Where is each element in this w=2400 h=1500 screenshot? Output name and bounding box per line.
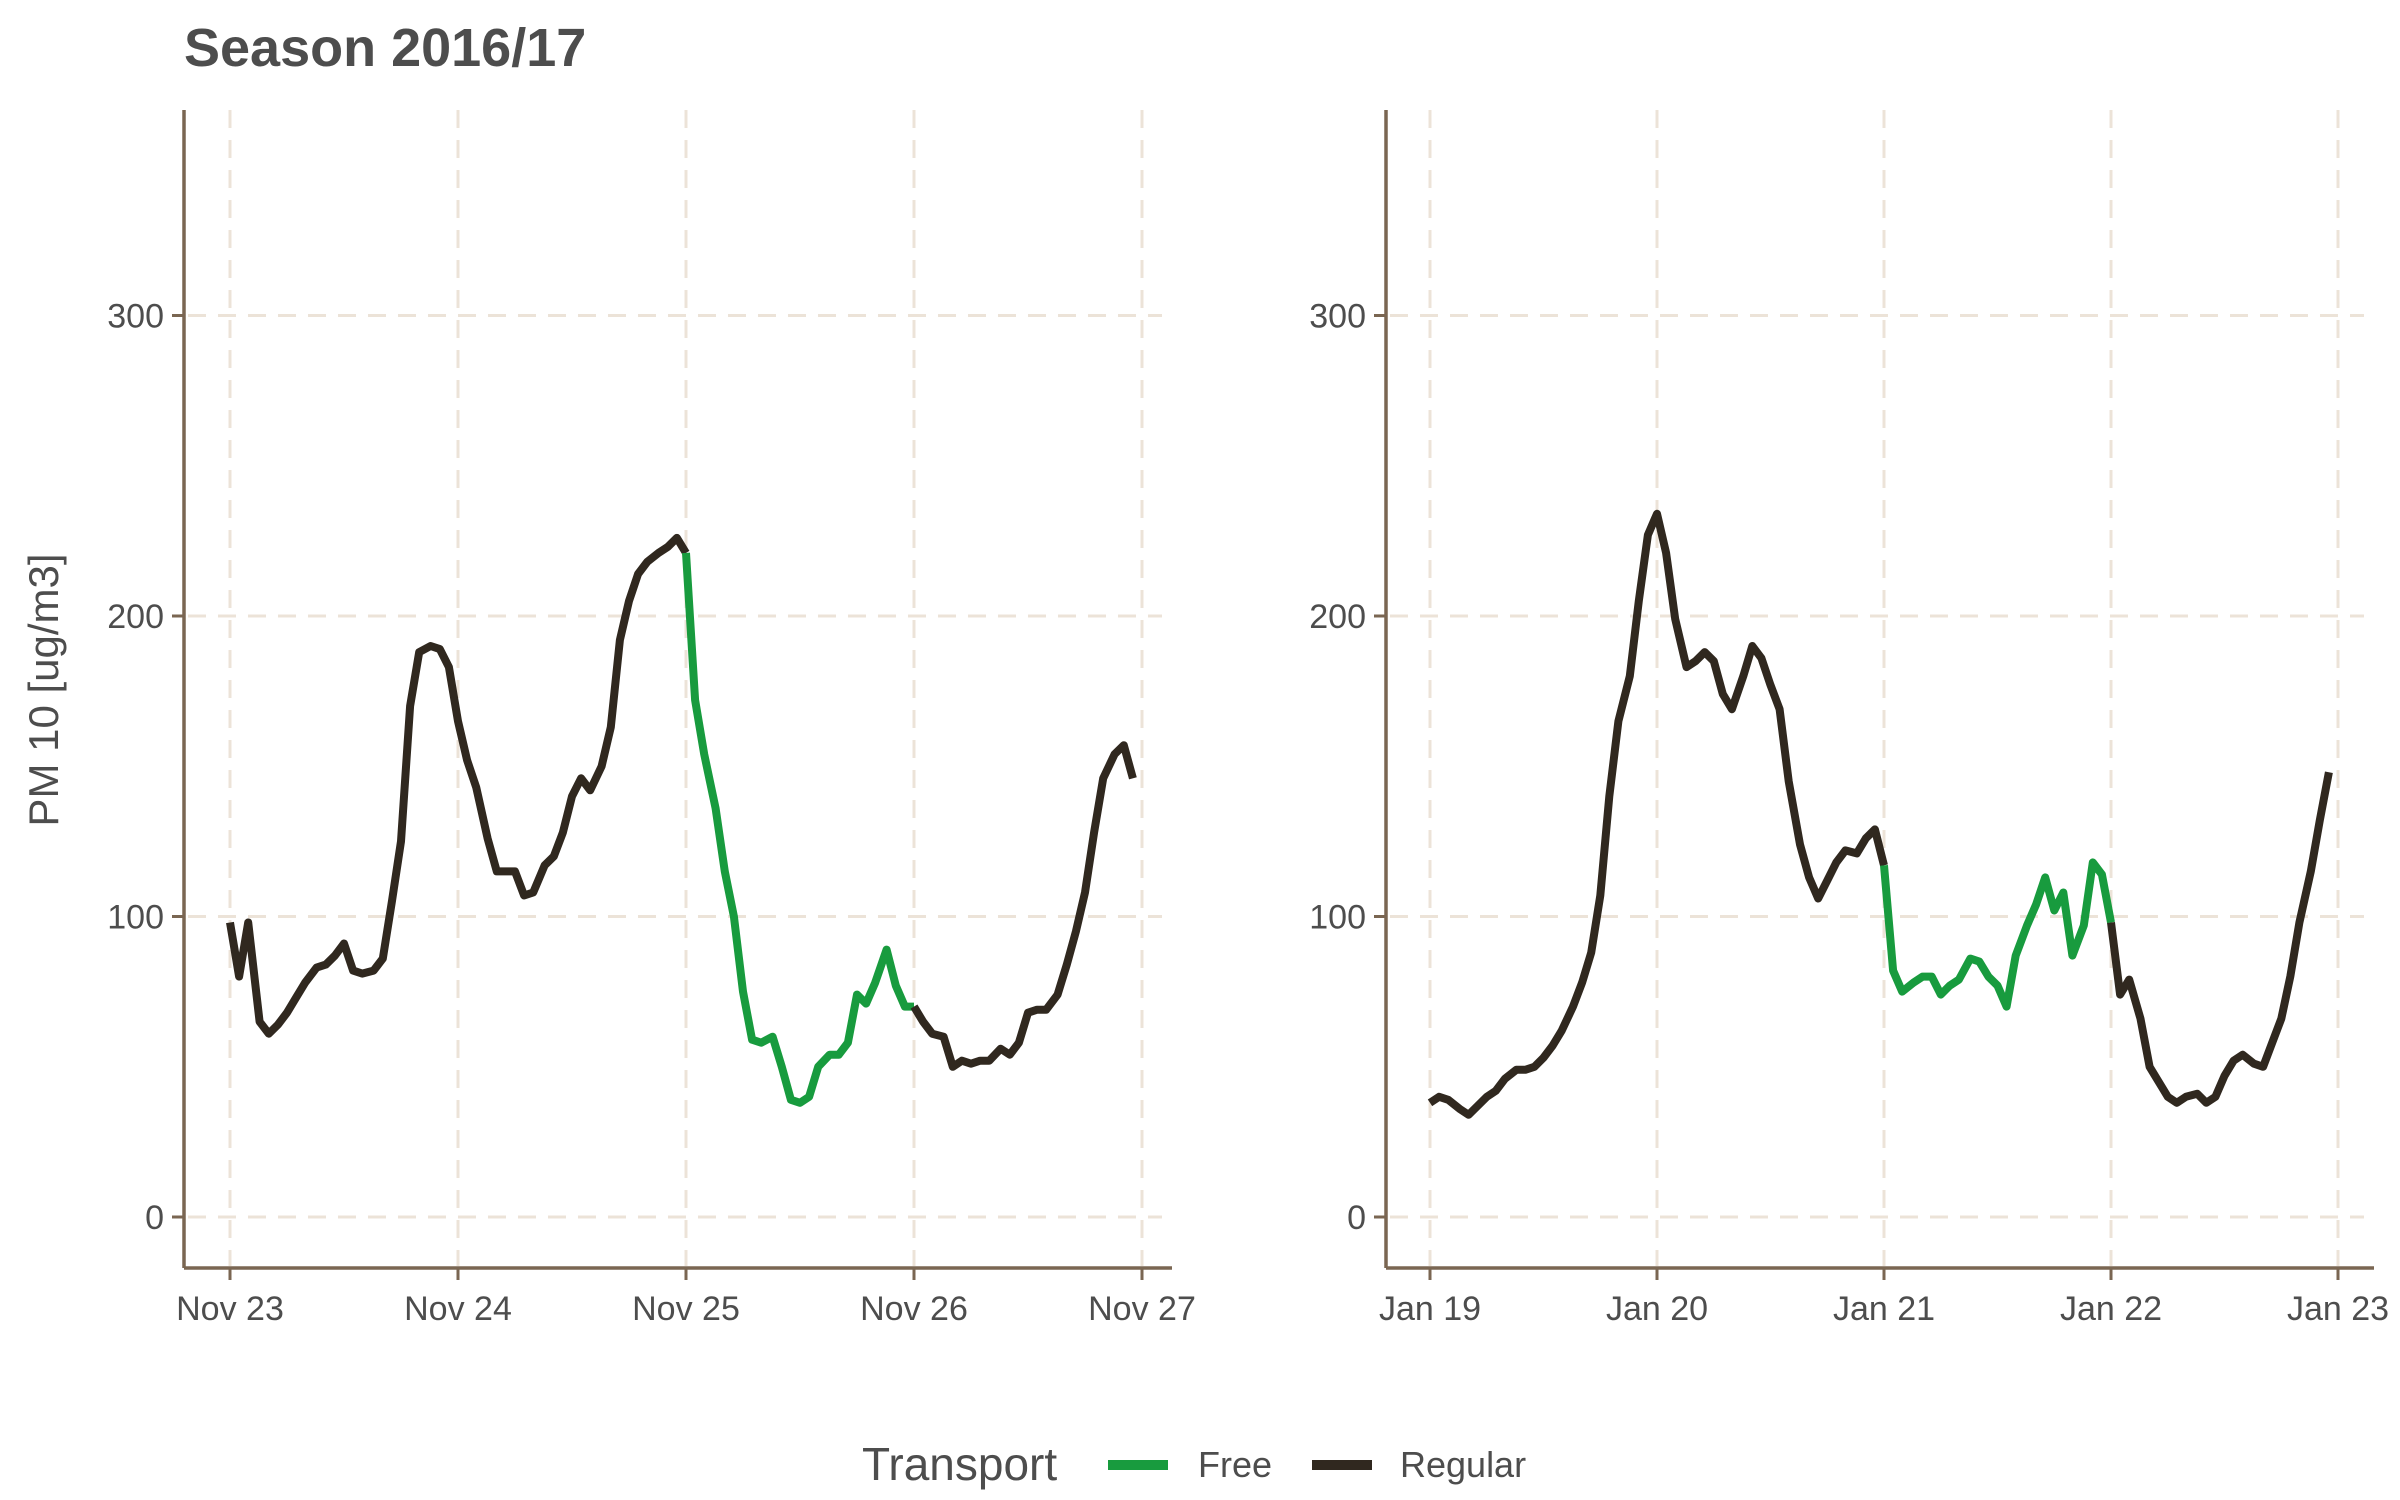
- right-panel: 0 100 200 300 Jan 19 Jan 20 Jan 21 Jan 22 Jan 23: [1309, 110, 2389, 1328]
- legend: Transport Free Regular: [862, 1438, 1526, 1490]
- left-panel: 0 100 200 300 Nov 23 Nov 24 Nov 25 Nov 26 Nov 27: [107, 110, 1196, 1328]
- x-tick-label: Jan 23: [2287, 1290, 2389, 1328]
- y-tick-label: 100: [1309, 899, 1366, 937]
- series-line-free: [682, 552, 914, 1107]
- y-axis-label: PM 10 [ug/m3]: [20, 553, 67, 826]
- y-tick-label: 0: [1347, 1199, 1366, 1237]
- y-tick-label: 200: [107, 598, 164, 636]
- legend-title: Transport: [862, 1438, 1057, 1490]
- series-line-regular: [2107, 771, 2333, 1107]
- y-tick-label: 300: [107, 298, 164, 336]
- x-tick-label: Jan 22: [2060, 1290, 2162, 1328]
- chart-title: Season 2016/17: [184, 18, 586, 78]
- series-line-free: [1880, 858, 2115, 1011]
- legend-regular-label: Regular: [1400, 1444, 1526, 1485]
- series-line-regular: [910, 741, 1137, 1071]
- x-tick-label: Jan 21: [1833, 1290, 1935, 1328]
- x-tick-label: Nov 27: [1088, 1290, 1196, 1328]
- x-tick-label: Nov 24: [404, 1290, 512, 1328]
- series-line-regular: [1427, 509, 1888, 1119]
- x-tick-label: Jan 19: [1379, 1290, 1481, 1328]
- y-tick-label: 0: [145, 1199, 164, 1237]
- y-tick-label: 100: [107, 899, 164, 937]
- y-tick-label: 200: [1309, 598, 1366, 636]
- x-tick-label: Nov 25: [632, 1290, 740, 1328]
- x-tick-label: Jan 20: [1606, 1290, 1708, 1328]
- x-tick-label: Nov 23: [176, 1290, 284, 1328]
- legend-free-label: Free: [1198, 1444, 1272, 1485]
- y-tick-label: 300: [1309, 298, 1366, 336]
- series-line-regular: [226, 533, 690, 1038]
- x-tick-label: Nov 26: [860, 1290, 968, 1328]
